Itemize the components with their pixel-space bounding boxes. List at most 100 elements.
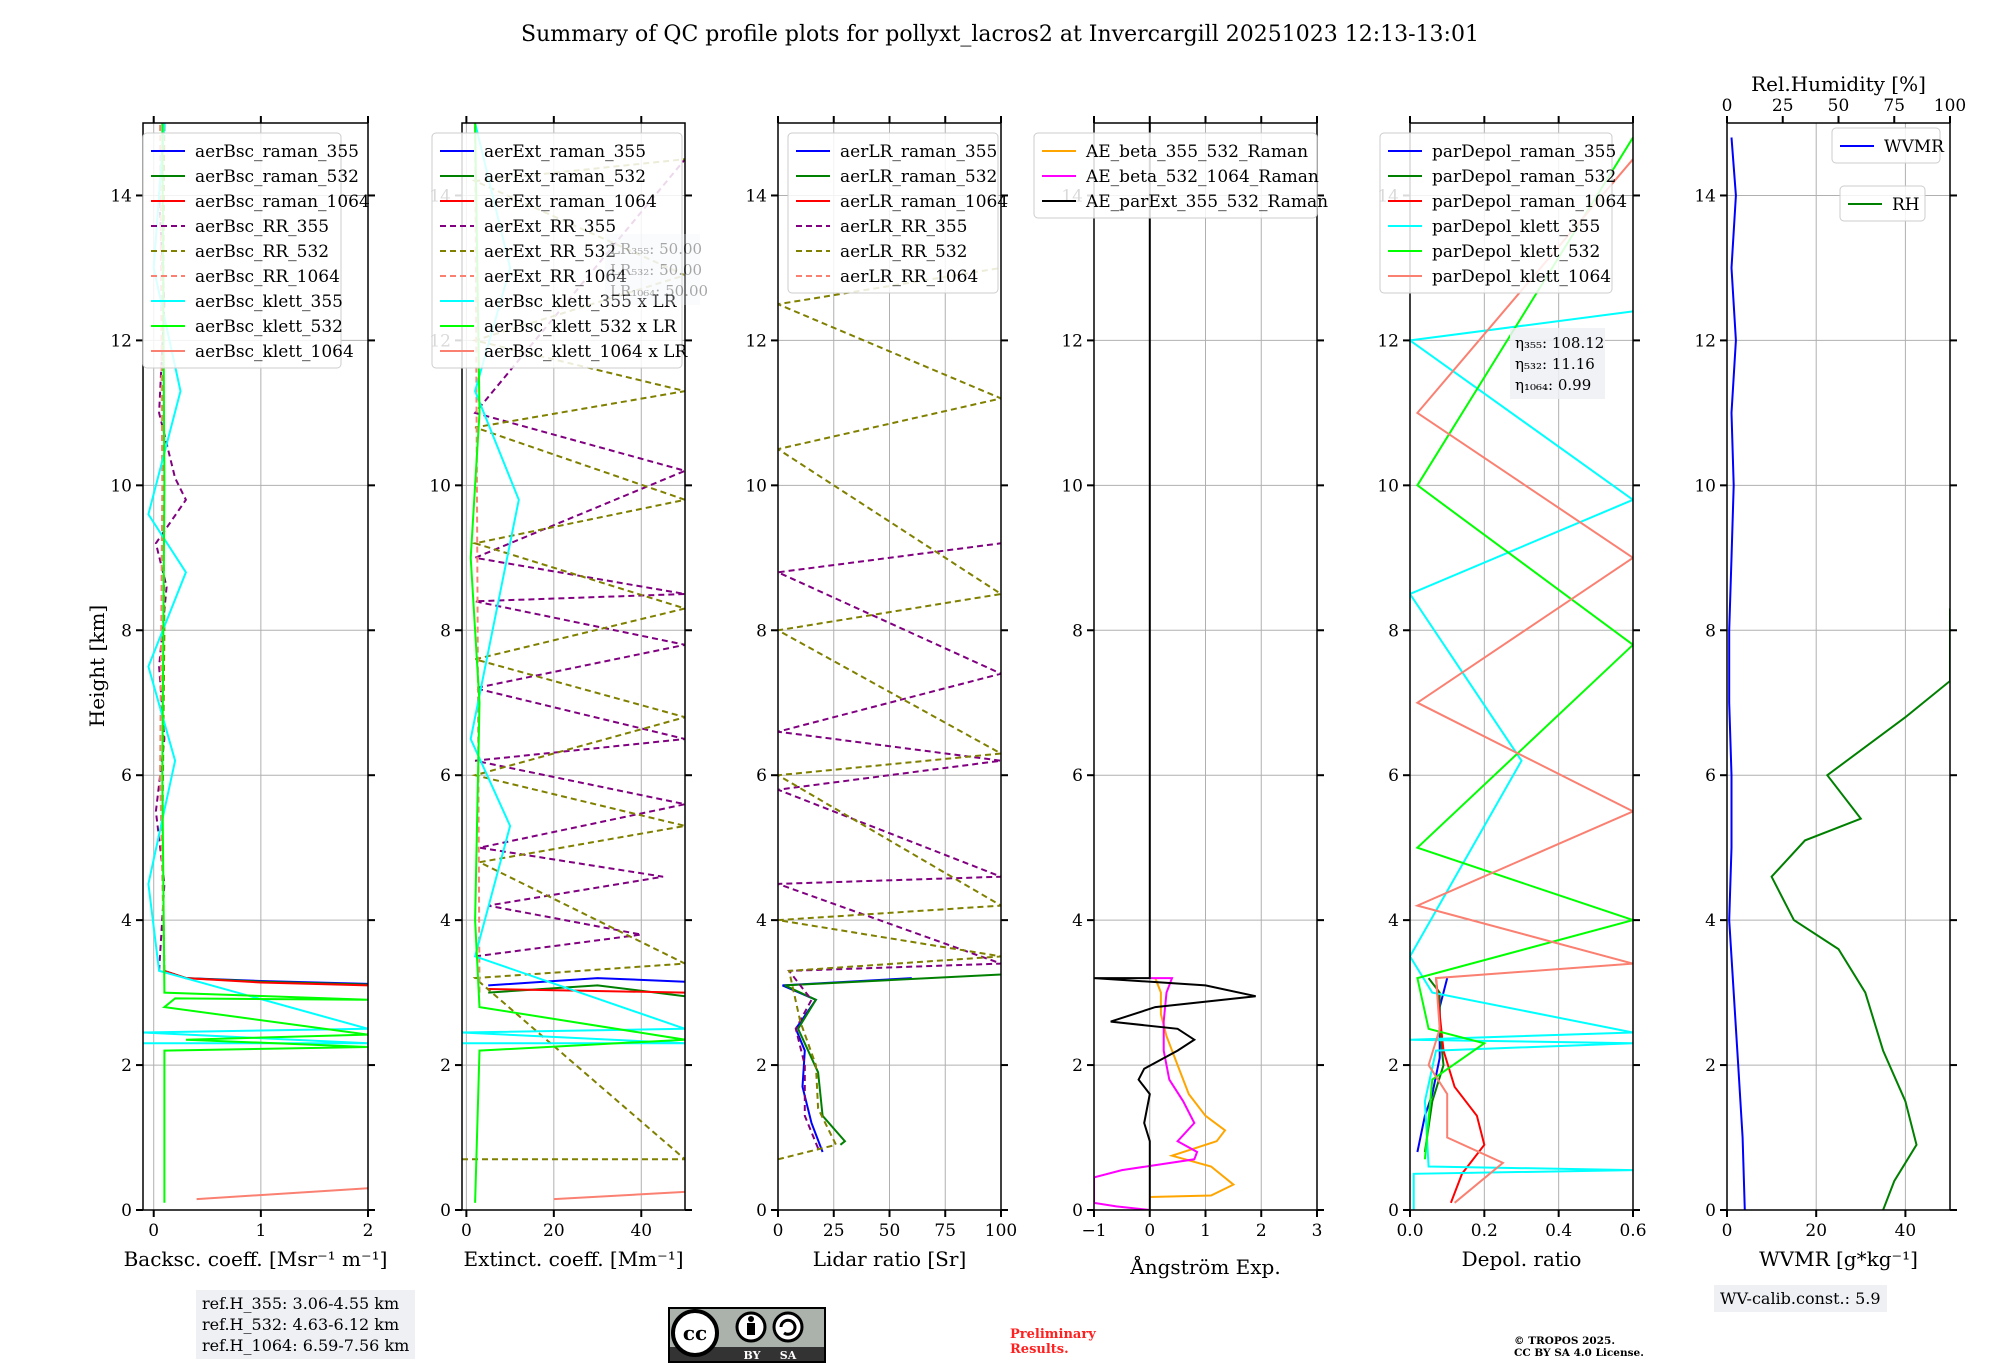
legend-box: [142, 132, 342, 369]
y-tick-label: 2: [1388, 1056, 1399, 1076]
y-tick-label: 12: [1694, 331, 1716, 351]
y-tick-label: 10: [1694, 476, 1716, 496]
x-axis-label: Extinct. coeff. [Mm⁻¹]: [463, 1247, 683, 1271]
y-tick-label: 6: [1705, 766, 1716, 786]
panel-wvmr_rh: 0 20 40 0 2 4 6 8 10 12 14 WVMR [g*kg⁻¹] 0 25 50 75 100 R…: [1694, 72, 1966, 1271]
eta-box-bg: [1510, 328, 1605, 399]
series-aerBsc-klett-532-x-LR: [469, 123, 685, 1203]
y-tick-label: 0: [440, 1201, 451, 1221]
lidar-ratio-box-bg: [605, 234, 700, 305]
series-aerBsc-klett-1064: [196, 1187, 368, 1201]
y-tick-label: 6: [1072, 766, 1083, 786]
panel-lidar_ratio: 0 25 50 75 100 0 2 4 6 8 10 12 14 Lidar ratio [Sr] aer…: [745, 116, 1017, 1271]
x-tick-label: 3: [1312, 1221, 1323, 1241]
copyright-line-2: CC BY SA 4.0 License.: [1514, 1347, 1644, 1359]
legend: aerBsc_raman_355 aerBsc_raman_532 aerBsc_r…: [142, 132, 370, 369]
y-tick-label: 6: [440, 766, 451, 786]
legend-box: [1831, 127, 1941, 164]
axes-frame: [1409, 122, 1634, 1211]
legend-label: parDepol_raman_532: [1432, 167, 1616, 187]
legend-box: [787, 132, 999, 294]
x-tick-label: 0: [1722, 1221, 1733, 1241]
x-axis-label: Ångström Exp.: [1129, 1254, 1280, 1279]
y-tick-label: 8: [1388, 621, 1399, 641]
y-tick-label: 10: [429, 476, 451, 496]
series-aerExt-raman-1064: [488, 988, 685, 994]
y-tick-label: 0: [1705, 1201, 1716, 1221]
x-tick-label: 75: [934, 1221, 956, 1241]
legend-label: aerBsc_klett_355 x LR: [484, 292, 678, 312]
x-tick-label: 0.0: [1396, 1221, 1423, 1241]
cc-by-sa-icon: cc BY SA: [668, 1307, 826, 1363]
legend-box: [431, 132, 683, 369]
y-tick-label: 10: [1061, 476, 1083, 496]
eta-box: η₃₅₅: 108.12 η₅₃₂: 11.16 η₁₀₆₄: 0.99: [1510, 328, 1605, 399]
x-tick-label: 20: [543, 1221, 565, 1241]
y-tick-label: 12: [745, 331, 767, 351]
x-axis-label: Lidar ratio [Sr]: [813, 1247, 967, 1271]
x-axis-label: Depol. ratio: [1462, 1247, 1582, 1271]
series-aerExt-raman-355: [488, 977, 685, 987]
x-tick-label: 20: [1805, 1221, 1827, 1241]
legend-label: aerExt_RR_1064: [484, 267, 627, 287]
y-tick-label: 2: [1705, 1056, 1716, 1076]
y-tick-label: 2: [121, 1056, 132, 1076]
y-tick-label: 2: [756, 1056, 767, 1076]
legend-label: aerBsc_RR_355: [195, 217, 329, 237]
series-group: [1728, 137, 1950, 1210]
y-tick-label: 6: [1388, 766, 1399, 786]
legend-label: parDepol_raman_355: [1432, 142, 1616, 162]
series-parDepol-klett-1064: [1414, 158, 1633, 1204]
series-group: [1094, 123, 1256, 1210]
x-tick-label: 50: [879, 1221, 901, 1241]
series-WVMR: [1728, 137, 1746, 1210]
panel-depol: 0.00.20.40.602468101214Depol. ratioparDe…: [1377, 116, 1647, 1271]
y-tick-label: 8: [440, 621, 451, 641]
y-tick-label: 8: [756, 621, 767, 641]
preliminary-line-2: Results.: [1010, 1342, 1069, 1357]
preliminary-line-1: Preliminary: [1010, 1327, 1096, 1342]
wv-calibration-box: WV-calib.const.: 5.9: [1714, 1285, 1887, 1312]
legend-label: aerExt_raman_355: [484, 142, 646, 162]
series-parDepol-klett-355: [1410, 310, 1633, 1210]
ref-height-532: ref.H_532: 4.63-6.12 km: [202, 1315, 400, 1334]
legend-label: aerBsc_klett_355: [195, 292, 343, 312]
series-parDepol-raman-1064: [1435, 977, 1486, 1204]
eta-box-line: η₅₃₂: 11.16: [1515, 355, 1595, 373]
lidar-ratio-box: LR₃₅₅: 50.00 LR₅₃₂: 50.00 LR₁₀₆₄: 50.00: [605, 234, 708, 305]
preliminary-notice: Preliminary Results.: [1010, 1327, 1096, 1357]
x-tick-label: 0: [148, 1221, 159, 1241]
legend-label: aerBsc_RR_1064: [195, 267, 340, 287]
x-tick-label: 1: [255, 1221, 266, 1241]
legend-label: aerExt_raman_1064: [484, 192, 657, 212]
x-tick-label: 0: [773, 1221, 784, 1241]
y-tick-label: 2: [1072, 1056, 1083, 1076]
axes-frame: [142, 122, 369, 1211]
ref-height-355: ref.H_355: 3.06-4.55 km: [202, 1294, 400, 1313]
cc-by-label: BY: [744, 1349, 761, 1362]
y-tick-label: 4: [756, 911, 767, 931]
legend-label: aerBsc_RR_532: [195, 242, 329, 262]
legend-label: aerBsc_klett_1064 x LR: [484, 342, 688, 362]
legend-label: aerLR_RR_355: [840, 217, 967, 237]
top-x-tick-label: 50: [1828, 96, 1850, 116]
legend-label: parDepol_klett_532: [1432, 242, 1600, 262]
legend-label: AE_parExt_355_532_Raman: [1085, 192, 1328, 212]
eta-box-line: η₁₀₆₄: 0.99: [1515, 376, 1591, 394]
legend-label: aerLR_raman_355: [840, 142, 997, 162]
top-x-tick-label: 100: [1934, 96, 1966, 116]
y-tick-label: 10: [745, 476, 767, 496]
legend-box: [1379, 132, 1613, 294]
legend: AE_beta_355_532_Raman AE_beta_532_1064_Ra…: [1033, 132, 1328, 219]
legend-label: aerExt_RR_532: [484, 242, 616, 262]
series-aerBsc-klett-1064-x-LR: [553, 1190, 685, 1201]
legend-label: aerExt_raman_532: [484, 167, 646, 187]
eta-box-line: η₃₅₅: 108.12: [1515, 334, 1604, 352]
legend-label: aerBsc_klett_532 x LR: [484, 317, 678, 337]
y-tick-label: 14: [1694, 186, 1716, 206]
x-axis-label: WVMR [g*kg⁻¹]: [1759, 1247, 1918, 1271]
series-AE-beta-532-1064-Raman: [1094, 977, 1199, 1210]
legend: aerExt_raman_355 aerExt_raman_532 aerExt_r…: [431, 132, 688, 369]
x-axis-label: Backsc. coeff. [Msr⁻¹ m⁻¹]: [124, 1247, 388, 1271]
